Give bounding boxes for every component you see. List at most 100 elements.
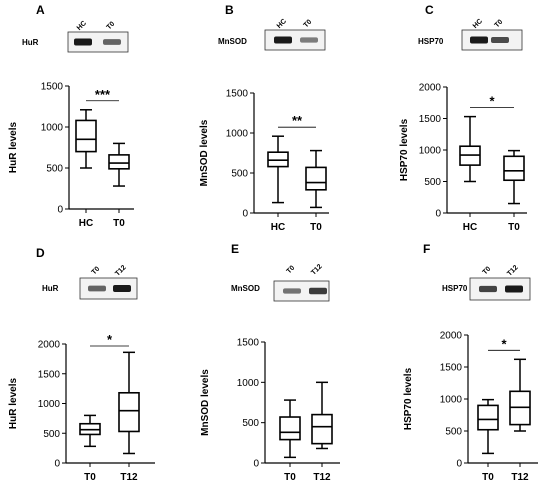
panel-label-b: B — [225, 3, 234, 17]
y-tick-label-c-3: 1500 — [419, 114, 442, 125]
panel-label-d: D — [36, 246, 45, 260]
x-tick-label-e-1: T0 — [284, 472, 296, 483]
panel-label-f: F — [423, 242, 430, 256]
y-tick-label-f-1: 500 — [445, 427, 462, 438]
blot-frame-f — [469, 277, 531, 301]
y-tick-label-a-1: 500 — [46, 164, 63, 175]
blot-lane-label-d-2: T12 — [114, 264, 128, 278]
y-tick-label-b-0: 0 — [242, 209, 248, 220]
blot-lane-label-a-1: HC — [76, 20, 88, 32]
y-tick-label-f-2: 1000 — [440, 395, 463, 406]
box-c-2 — [503, 155, 525, 182]
y-tick-label-f-3: 1500 — [440, 363, 463, 374]
blot-lane-label-f-1: T0 — [482, 266, 493, 277]
blot-frame-b — [264, 29, 326, 51]
y-axis-label-d: HuR levels — [8, 377, 19, 429]
blot-band-d-2 — [113, 285, 131, 292]
y-tick-label-f-0: 0 — [456, 459, 462, 470]
blot-band-a-2 — [103, 39, 121, 45]
blot-lane-label-a-2: T0 — [106, 21, 117, 32]
blot-protein-label-a: HuR — [22, 38, 39, 47]
panel-label-c: C — [425, 3, 434, 17]
y-tick-label-e-1: 500 — [242, 418, 259, 429]
y-tick-label-d-2: 1000 — [38, 399, 61, 410]
y-axis-label-e: MnSOD levels — [200, 369, 211, 436]
blot-protein-label-b: MnSOD — [218, 37, 247, 46]
box-a-1 — [75, 119, 97, 153]
blot-lane-label-b-2: T0 — [303, 19, 314, 30]
blot-lane-label-c-2: T0 — [494, 19, 505, 30]
box-b-2 — [305, 166, 327, 191]
blot-band-f-2 — [505, 285, 523, 293]
y-tick-label-e-0: 0 — [253, 459, 259, 470]
y-axis-label-c: HSP70 levels — [399, 118, 410, 181]
significance-label-d: * — [107, 332, 113, 347]
y-tick-label-c-0: 0 — [435, 209, 441, 220]
y-tick-label-b-3: 1500 — [226, 89, 249, 100]
blot-band-a-1 — [74, 38, 92, 46]
blot-band-e-2 — [309, 287, 327, 295]
significance-label-c: * — [489, 94, 495, 109]
box-e-1 — [279, 416, 301, 441]
x-tick-label-b-1: HC — [271, 222, 285, 233]
blot-protein-label-c: HSP70 — [418, 37, 444, 46]
blot-protein-label-f: HSP70 — [442, 284, 468, 293]
box-f-1 — [477, 404, 499, 431]
y-tick-label-d-3: 1500 — [38, 369, 61, 380]
x-tick-label-c-1: HC — [463, 222, 477, 233]
blot-lane-label-b-1: HC — [276, 18, 288, 30]
blot-frame-a — [67, 31, 129, 53]
box-a-2 — [108, 154, 130, 170]
y-tick-label-d-4: 2000 — [38, 340, 61, 351]
blot-frame-e — [273, 280, 330, 302]
y-axis-label-b: MnSOD levels — [199, 119, 210, 186]
blot-frame-d — [79, 277, 138, 300]
x-tick-label-a-2: T0 — [113, 218, 125, 229]
blot-band-f-1 — [479, 285, 497, 293]
y-tick-label-d-1: 500 — [43, 429, 60, 440]
box-d-2 — [118, 391, 140, 433]
box-e-2 — [311, 413, 333, 445]
significance-label-a: *** — [95, 87, 111, 102]
blot-band-c-2 — [491, 36, 509, 44]
x-tick-label-f-2: T12 — [511, 472, 529, 483]
y-tick-label-c-2: 1000 — [419, 146, 442, 157]
blot-lane-label-c-1: HC — [472, 18, 484, 30]
significance-label-f: * — [501, 336, 507, 351]
panel-label-a: A — [36, 3, 45, 17]
y-tick-label-a-2: 1000 — [41, 123, 64, 134]
x-tick-label-e-2: T12 — [313, 472, 331, 483]
blot-band-d-1 — [88, 285, 106, 292]
blot-protein-label-e: MnSOD — [231, 284, 260, 293]
y-tick-label-a-0: 0 — [57, 205, 63, 216]
y-tick-label-c-4: 2000 — [419, 83, 442, 94]
blot-lane-label-d-1: T0 — [91, 266, 102, 277]
blot-protein-label-d: HuR — [42, 284, 59, 293]
x-tick-label-a-1: HC — [79, 218, 93, 229]
y-axis-label-a: HuR levels — [8, 121, 19, 173]
y-tick-label-e-2: 1000 — [237, 378, 260, 389]
y-tick-label-f-4: 2000 — [440, 331, 463, 342]
blot-lane-label-f-2: T12 — [506, 264, 520, 278]
x-tick-label-b-2: T0 — [310, 222, 322, 233]
blot-band-b-1 — [274, 36, 292, 44]
x-tick-label-d-1: T0 — [84, 472, 96, 483]
y-tick-label-b-1: 500 — [231, 169, 248, 180]
y-tick-label-c-1: 500 — [424, 177, 441, 188]
x-tick-label-f-1: T0 — [482, 472, 494, 483]
significance-label-b: ** — [292, 113, 303, 128]
panel-label-e: E — [231, 242, 239, 256]
blot-band-c-1 — [470, 36, 488, 44]
y-tick-label-e-3: 1500 — [237, 338, 260, 349]
y-axis-label-f: HSP70 levels — [403, 367, 414, 430]
x-tick-label-c-2: T0 — [508, 222, 520, 233]
blot-band-e-1 — [283, 288, 301, 294]
y-tick-label-a-3: 1500 — [41, 82, 64, 93]
blot-lane-label-e-1: T0 — [286, 265, 297, 276]
blot-lane-label-e-2: T12 — [310, 263, 324, 277]
blot-band-b-2 — [300, 37, 318, 43]
y-tick-label-b-2: 1000 — [226, 129, 249, 140]
x-tick-label-d-2: T12 — [120, 472, 138, 483]
y-tick-label-d-0: 0 — [54, 459, 60, 470]
